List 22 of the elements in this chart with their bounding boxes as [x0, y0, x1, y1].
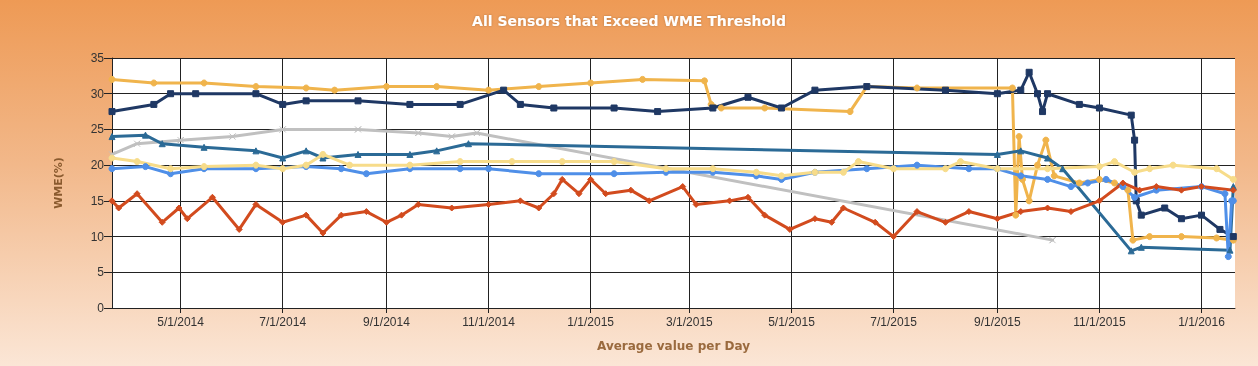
y-tick-label: 5: [97, 265, 105, 280]
x-tick-label: 7/1/2015: [870, 315, 918, 329]
y-tick-label: 30: [90, 86, 105, 101]
x-tick-label: 5/1/2015: [768, 315, 816, 329]
x-tick-label: 7/1/2014: [259, 315, 307, 329]
y-tick-label: 0: [97, 301, 105, 315]
y-tick-label: 15: [90, 193, 105, 208]
x-axis-title: Average value per Day: [597, 339, 751, 353]
x-tick-label: 9/1/2014: [363, 315, 411, 329]
y-tick-label: 35: [90, 51, 105, 65]
y-tick-label: 20: [90, 158, 105, 173]
x-tick-label: 11/1/2014: [462, 315, 516, 329]
x-tick-label: 11/1/2015: [1073, 315, 1127, 329]
y-tick-label: 25: [90, 122, 105, 137]
x-tick-label: 5/1/2014: [157, 315, 205, 329]
x-tick-label: 9/1/2015: [973, 315, 1022, 329]
y-axis-title: WME(%): [52, 157, 65, 209]
chart-title: All Sensors that Exceed WME Threshold: [472, 13, 786, 29]
y-tick-label: 10: [90, 229, 105, 244]
x-tick-label: 1/1/2016: [1178, 315, 1226, 329]
x-tick-label: 1/1/2015: [567, 315, 615, 329]
x-tick-label: 3/1/2015: [666, 315, 714, 329]
